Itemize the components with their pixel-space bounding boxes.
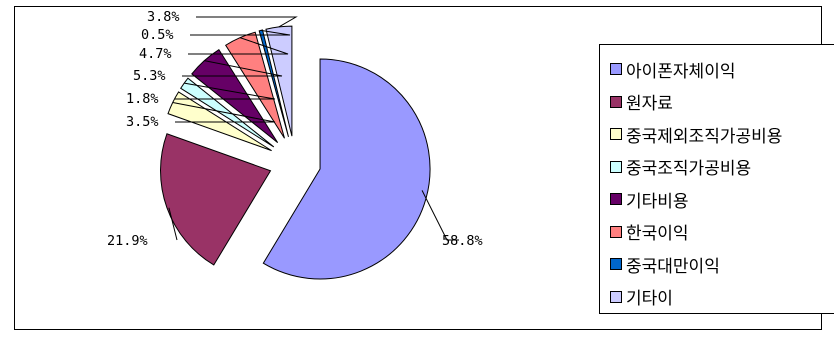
leader-line bbox=[188, 37, 289, 55]
legend-label: 중국제외조직가공비용 bbox=[626, 126, 783, 147]
legend-item: 아이폰자체이익 bbox=[610, 53, 834, 86]
leader-line bbox=[421, 190, 459, 241]
leader-line bbox=[172, 102, 276, 123]
legend-swatch bbox=[610, 95, 622, 108]
data-label: 4.7% bbox=[139, 46, 172, 62]
legend-label: 원자료 bbox=[626, 94, 673, 115]
data-label: 21.9% bbox=[107, 233, 148, 249]
data-label: 0.5% bbox=[141, 27, 174, 43]
legend-label: 기타비용 bbox=[626, 191, 689, 212]
legend-item: 원자료 bbox=[610, 86, 834, 119]
legend-label: 아이폰자체이익 bbox=[626, 61, 736, 82]
legend-label: 기타이 bbox=[626, 289, 673, 310]
legend-swatch bbox=[610, 160, 622, 173]
legend-item: 기타비용 bbox=[610, 183, 834, 216]
data-label: 3.8% bbox=[147, 9, 180, 25]
legend-swatch bbox=[610, 193, 622, 206]
legend-item: 중국대만이익 bbox=[610, 248, 834, 281]
leader-line bbox=[182, 60, 283, 77]
data-label: 58.8% bbox=[442, 233, 483, 249]
legend-item: 중국조직가공비용 bbox=[610, 151, 834, 184]
legend-swatch bbox=[610, 63, 622, 76]
legend-item: 중국제외조직가공비용 bbox=[610, 118, 834, 151]
leader-line bbox=[190, 29, 291, 36]
data-label: 5.3% bbox=[133, 68, 166, 84]
legend-swatch bbox=[610, 290, 622, 303]
legend-label: 중국대만이익 bbox=[626, 256, 720, 277]
leader-line bbox=[196, 16, 298, 28]
legend-swatch bbox=[610, 258, 622, 271]
legend-label: 한국이익 bbox=[626, 224, 689, 245]
leader-line bbox=[175, 82, 276, 100]
legend-item: 기타이 bbox=[610, 281, 834, 314]
legend-item: 한국이익 bbox=[610, 216, 834, 249]
data-label: 1.8% bbox=[126, 91, 159, 107]
pie-chart: 58.8% 21.9% 3.5% 1.8% 5.3% 4.7% 0.5% 3.8% bbox=[107, 9, 483, 280]
legend-label: 중국조직가공비용 bbox=[626, 159, 752, 180]
chart-frame: 58.8% 21.9% 3.5% 1.8% 5.3% 4.7% 0.5% 3.8% 아이폰자체… bbox=[14, 6, 834, 330]
legend-swatch bbox=[610, 128, 622, 141]
data-label: 3.5% bbox=[126, 114, 159, 130]
legend-swatch bbox=[610, 225, 622, 238]
pie-slice bbox=[160, 133, 272, 266]
leader-line bbox=[168, 207, 178, 241]
